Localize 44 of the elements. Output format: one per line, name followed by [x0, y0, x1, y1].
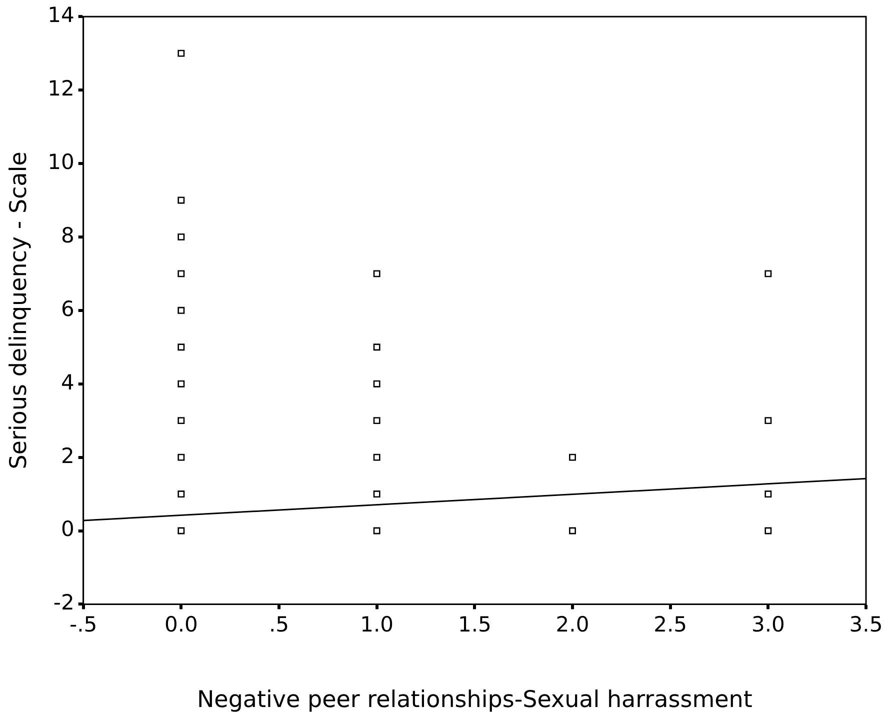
y-tick-label: 6: [60, 296, 74, 321]
x-tick-label: 1.5: [458, 612, 492, 636]
point: [569, 454, 576, 461]
point: [178, 380, 185, 388]
point: [178, 490, 185, 498]
point: [178, 196, 185, 204]
y-tick-label: 2: [60, 444, 74, 468]
y-tick-label: 0: [60, 517, 74, 542]
point: [178, 306, 185, 314]
point: [764, 417, 772, 424]
x-tick-label: 3.0: [751, 612, 785, 636]
point: [178, 417, 185, 424]
x-tick-label: 3.5: [849, 612, 883, 636]
x-axis-title: Negative peer relationships-Sexual harrassment: [196, 687, 752, 714]
point: [764, 527, 772, 534]
x-tick-label: 2.0: [556, 612, 590, 636]
point: [569, 527, 576, 534]
x-tick-label: .5: [268, 612, 290, 636]
y-tick-label: 8: [60, 223, 74, 248]
point: [373, 270, 380, 278]
y-tick-label: 10: [48, 150, 74, 174]
x-tick-label: 1.0: [360, 612, 394, 636]
x-tick-label: -.5: [70, 612, 98, 636]
y-tick-label: 12: [48, 76, 74, 101]
y-tick-label: 14: [48, 3, 74, 28]
point: [373, 490, 380, 498]
point: [373, 417, 380, 424]
point: [178, 344, 185, 351]
y-tick-label: 4: [60, 370, 74, 394]
point: [178, 527, 185, 534]
y-tick-label: -2: [53, 590, 74, 615]
point: [178, 233, 185, 240]
point: [764, 270, 772, 278]
point: [373, 344, 380, 351]
y-axis-title: Serious delinquency - Scale: [6, 152, 32, 470]
point: [764, 490, 772, 498]
x-tick-label: 2.5: [654, 612, 688, 636]
point: [373, 380, 380, 388]
point: [178, 454, 185, 461]
point: [373, 527, 380, 534]
x-tick-label: 0.0: [164, 612, 198, 636]
point: [178, 270, 185, 278]
point: [178, 50, 185, 57]
point: [373, 454, 380, 461]
